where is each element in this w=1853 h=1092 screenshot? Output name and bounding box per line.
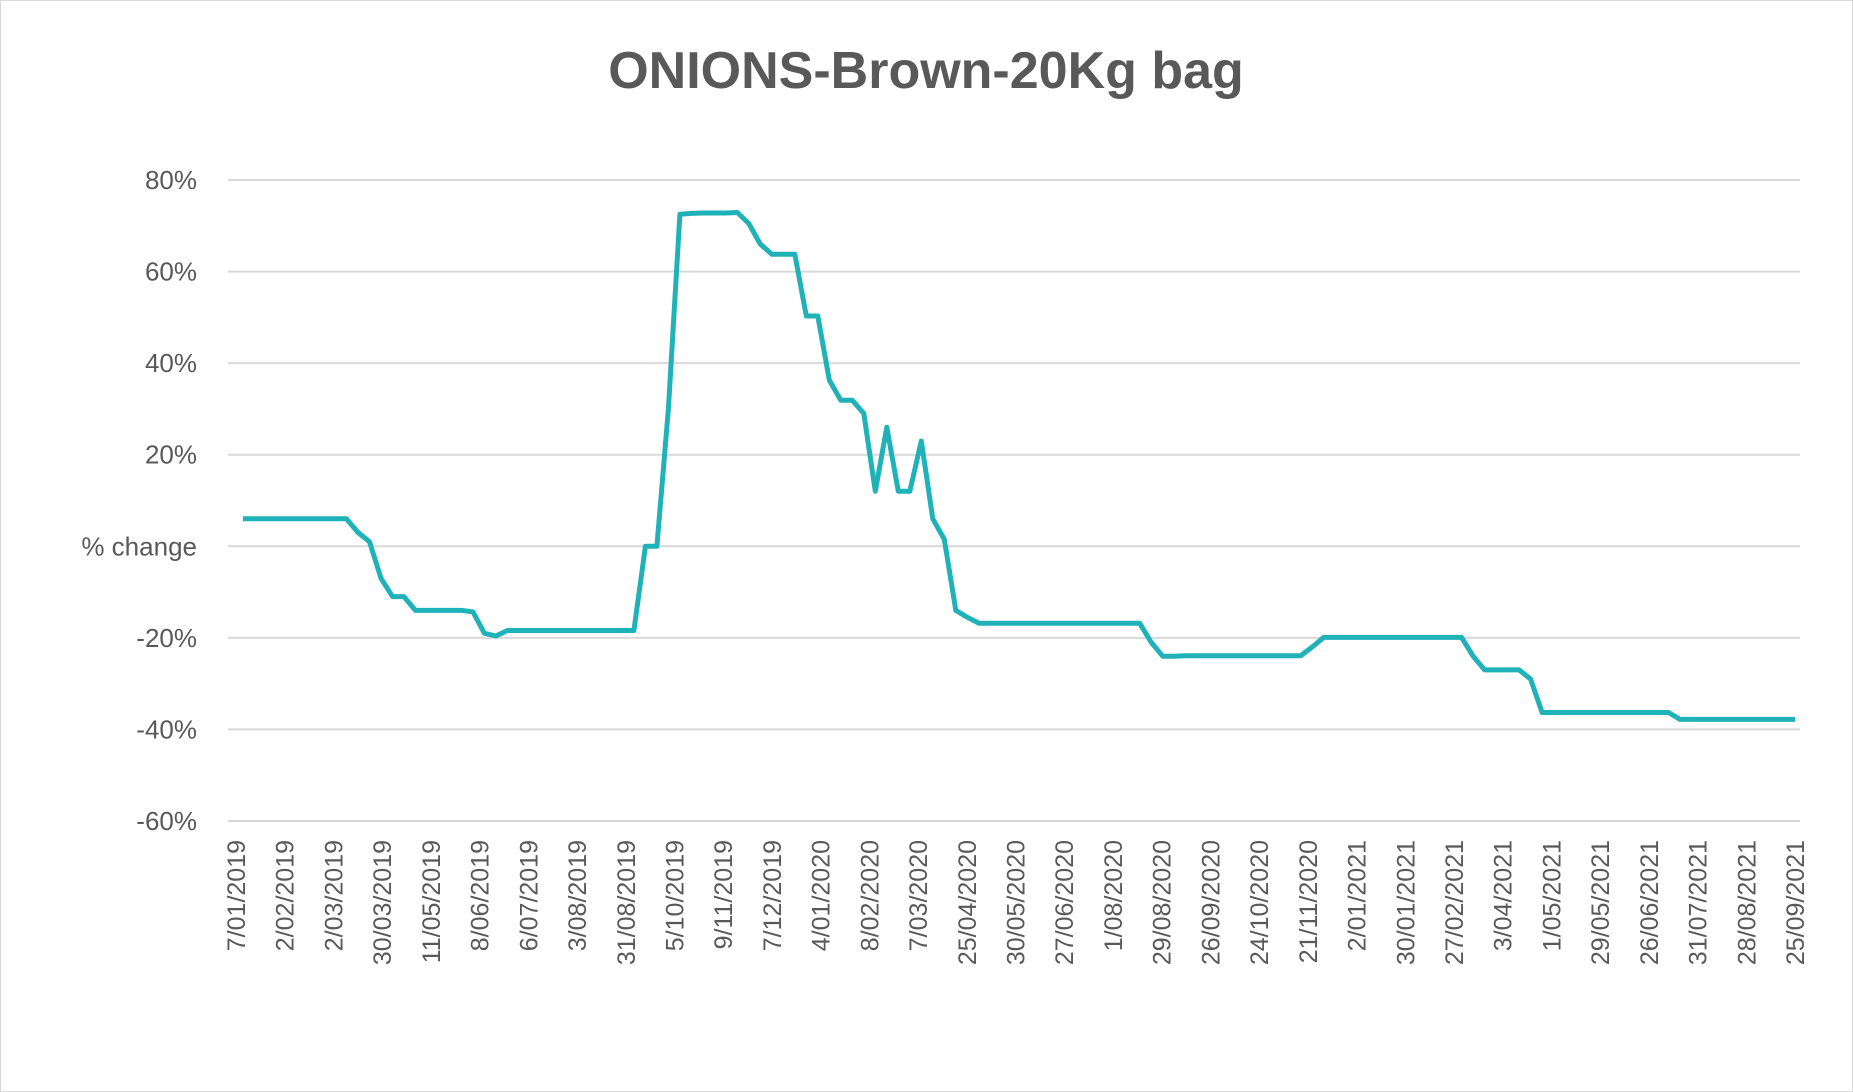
x-tick-label: 31/08/2019	[613, 840, 641, 965]
x-tick-label: 26/06/2021	[1636, 840, 1664, 965]
x-tick-label: 7/12/2019	[759, 840, 787, 951]
x-tick-label: 29/05/2021	[1587, 840, 1615, 965]
x-tick-label: 2/02/2019	[272, 840, 300, 951]
x-tick-label: 30/05/2020	[1003, 840, 1031, 965]
series-group	[243, 210, 1795, 722]
x-tick-label: 3/04/2021	[1490, 840, 1518, 951]
x-tick-label: 29/08/2020	[1149, 840, 1177, 965]
x-tick-label: 2/01/2021	[1344, 840, 1372, 951]
x-tick-label: 1/05/2021	[1538, 840, 1566, 951]
x-tick-label: 6/07/2019	[515, 840, 543, 951]
x-tick-label: 30/01/2021	[1392, 840, 1420, 965]
x-tick-label: 25/04/2020	[954, 840, 982, 965]
x-tick-label: 3/08/2019	[564, 840, 592, 951]
x-tick-label: 8/02/2020	[856, 840, 884, 951]
x-tick-label: 7/01/2019	[223, 840, 251, 951]
x-tick-label: 30/03/2019	[369, 840, 397, 965]
gridlines	[228, 179, 1800, 822]
x-tick-label: 7/03/2020	[905, 840, 933, 951]
x-tick-label: 1/08/2020	[1100, 840, 1128, 951]
x-tick-label: 2/03/2019	[320, 840, 348, 951]
y-tick-label: 60%	[145, 257, 197, 287]
x-tick-label: 9/11/2019	[710, 840, 738, 949]
x-tick-label: 25/09/2021	[1782, 840, 1810, 965]
y-tick-label: -60%	[136, 806, 197, 836]
y-tick-label: % change	[81, 531, 197, 561]
chart-title: ONIONS-Brown-20Kg bag	[608, 42, 1244, 100]
y-axis-ticks: 80% 60% 40% 20% % change -20% -40% -60%	[81, 165, 197, 836]
y-tick-label: 20%	[145, 440, 197, 470]
x-tick-label: 27/06/2020	[1051, 840, 1079, 965]
series-line	[243, 210, 1795, 722]
x-tick-label: 8/06/2019	[467, 840, 495, 951]
x-tick-label: 4/01/2020	[808, 840, 836, 951]
x-tick-label: 11/05/2019	[418, 840, 446, 963]
x-tick-label: 31/07/2021	[1685, 840, 1713, 965]
y-tick-label: -20%	[136, 623, 197, 653]
y-tick-label: 40%	[145, 348, 197, 378]
x-tick-label: 27/02/2021	[1441, 840, 1469, 965]
x-tick-label: 5/10/2019	[661, 840, 689, 951]
x-tick-label: 26/09/2020	[1197, 840, 1225, 965]
x-tick-label: 28/08/2021	[1733, 840, 1761, 965]
x-axis-ticks: 7/01/2019 2/02/2019 2/03/2019 30/03/2019 11/…	[223, 840, 1810, 965]
x-tick-label: 24/10/2020	[1246, 840, 1274, 965]
x-tick-label: 21/11/2020	[1295, 840, 1323, 963]
y-tick-label: -40%	[136, 714, 197, 744]
y-tick-label: 80%	[145, 165, 197, 195]
